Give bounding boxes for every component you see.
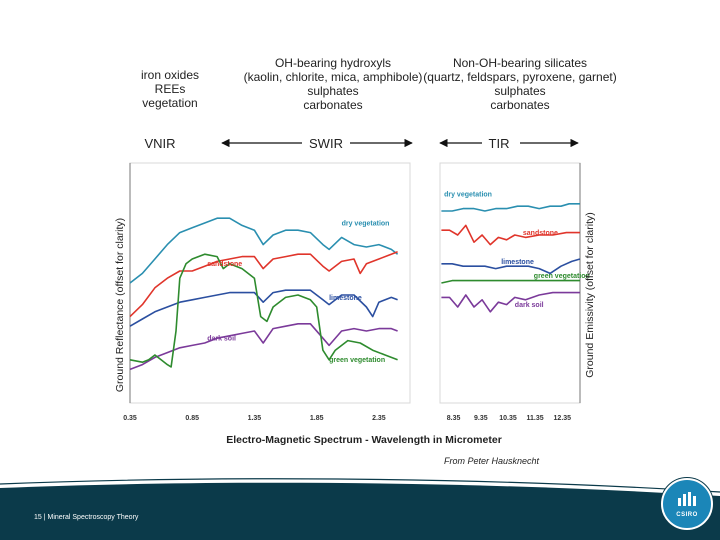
vnir-mineral-1: iron oxides (140, 68, 200, 82)
csiro-logo: CSIRO (661, 478, 713, 530)
swir-mineral-3: sulphates (307, 84, 359, 98)
emis-series-limestone (441, 258, 581, 275)
emis-x-tick-label: 11.35 (527, 415, 544, 422)
refl-series-label-limestone: limestone (329, 295, 362, 302)
footer-page-label: 15 | Mineral Spectroscopy Theory (34, 514, 139, 521)
reflectance-y-label: Ground Reflectance (offset for clarity) (114, 218, 126, 392)
vnir-mineral-2: REEs (154, 82, 186, 96)
emissivity-y-label: Ground Emissivity (offset for clarity) (584, 212, 596, 378)
refl-x-tick-label: 2.35 (372, 415, 386, 422)
emis-series-label-limestone: limestone (501, 259, 534, 266)
emis-series-label-green-vegetation: green vegetation (534, 273, 590, 280)
region-label-swir: SWIR (309, 136, 343, 151)
tir-mineral-1: Non-OH-bearing silicates (452, 56, 588, 70)
emis-x-tick-label: 10.35 (499, 415, 517, 422)
x-axis-label: Electro-Magnetic Spectrum - Wavelength i… (226, 434, 502, 446)
logo-text: CSIRO (676, 512, 698, 518)
emis-x-tick-label: 9.35 (474, 415, 488, 422)
refl-series-dark-soil (129, 322, 398, 371)
emis-series-label-dark-soil: dark soil (515, 302, 544, 309)
emis-x-tick-label: 12.35 (554, 415, 572, 422)
credit-note: From Peter Hausknecht (444, 456, 540, 466)
footer-wave (0, 478, 720, 508)
refl-series-label-sandstone: sandstone (207, 261, 242, 268)
refl-series-sandstone (129, 251, 398, 318)
refl-x-tick-label: 1.85 (310, 415, 324, 422)
emis-x-tick-label: 8.35 (447, 415, 461, 422)
region-label-vnir: VNIR (144, 136, 176, 151)
emis-series-label-sandstone: sandstone (523, 230, 558, 237)
swir-mineral-1: OH-bearing hydroxyls (274, 56, 392, 70)
refl-x-tick-label: 0.35 (123, 415, 137, 422)
logo-bars-icon (678, 492, 696, 506)
refl-series-green-vegetation (129, 253, 398, 368)
swir-mineral-4: carbonates (303, 98, 363, 112)
emissivity-plot-area (439, 162, 581, 404)
vnir-mineral-3: vegetation (142, 96, 198, 110)
region-label-tir: TIR (488, 136, 510, 151)
tir-mineral-4: carbonates (490, 98, 550, 112)
refl-series-label-dry-vegetation: dry vegetation (342, 220, 390, 227)
refl-series-label-dark-soil: dark soil (207, 336, 236, 343)
tir-mineral-2: (quartz, feldspars, pyroxene, garnet) (423, 70, 617, 84)
refl-x-tick-label: 0.85 (185, 415, 199, 422)
tir-mineral-3: sulphates (494, 84, 546, 98)
emis-series-label-dry-vegetation: dry vegetation (444, 192, 492, 199)
emis-series-sandstone (441, 224, 580, 246)
reflectance-plot-area (129, 162, 411, 404)
footer-bar (0, 504, 720, 540)
emis-series-green-vegetation (441, 279, 580, 284)
refl-series-dry-vegetation (129, 217, 399, 284)
emis-series-dry-vegetation (441, 203, 580, 212)
emis-series-dark-soil (441, 291, 580, 313)
swir-mineral-2: (kaolin, chlorite, mica, amphibole) (243, 70, 423, 84)
refl-series-limestone (129, 289, 398, 327)
refl-series-label-green-vegetation: green vegetation (329, 357, 385, 364)
refl-x-tick-label: 1.35 (248, 415, 262, 422)
